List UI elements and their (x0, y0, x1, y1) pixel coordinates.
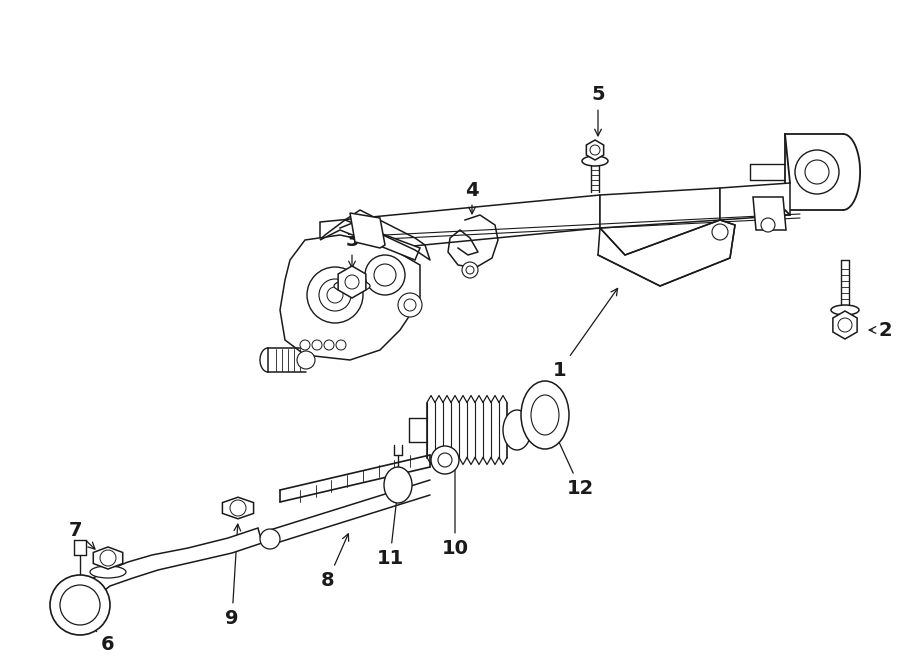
Polygon shape (720, 183, 790, 220)
Circle shape (100, 550, 116, 566)
Text: 8: 8 (321, 534, 348, 590)
Circle shape (307, 267, 363, 323)
Polygon shape (600, 188, 720, 228)
Ellipse shape (582, 156, 608, 166)
Ellipse shape (831, 305, 859, 315)
Circle shape (838, 318, 852, 332)
Circle shape (336, 340, 346, 350)
Circle shape (319, 279, 351, 311)
Circle shape (300, 340, 310, 350)
Ellipse shape (503, 410, 531, 450)
Circle shape (431, 446, 459, 474)
Text: 10: 10 (442, 452, 469, 557)
Circle shape (312, 340, 322, 350)
Circle shape (327, 287, 343, 303)
Circle shape (50, 575, 110, 635)
Circle shape (462, 262, 478, 278)
Text: 3: 3 (346, 231, 359, 268)
Circle shape (297, 351, 315, 369)
Circle shape (795, 150, 839, 194)
Polygon shape (320, 195, 600, 255)
Ellipse shape (531, 395, 559, 435)
Ellipse shape (384, 467, 412, 503)
Text: 5: 5 (591, 85, 605, 136)
Text: 9: 9 (225, 524, 240, 627)
Circle shape (590, 145, 600, 155)
Polygon shape (832, 311, 857, 339)
Ellipse shape (90, 566, 126, 578)
Circle shape (404, 299, 416, 311)
Text: 4: 4 (465, 180, 479, 214)
Circle shape (374, 264, 396, 286)
Circle shape (805, 160, 829, 184)
Circle shape (712, 224, 728, 240)
Ellipse shape (521, 381, 569, 449)
Polygon shape (753, 197, 786, 230)
Text: 6: 6 (83, 615, 115, 654)
Circle shape (60, 585, 100, 625)
Polygon shape (350, 213, 385, 248)
Polygon shape (598, 220, 735, 286)
Circle shape (466, 266, 474, 274)
Circle shape (260, 529, 280, 549)
Text: 2: 2 (869, 321, 892, 340)
Circle shape (345, 275, 359, 289)
Circle shape (438, 453, 452, 467)
Polygon shape (222, 497, 254, 519)
Polygon shape (280, 235, 420, 360)
Text: 11: 11 (376, 492, 403, 568)
Circle shape (398, 293, 422, 317)
Polygon shape (338, 266, 366, 298)
Polygon shape (94, 547, 122, 569)
Circle shape (324, 340, 334, 350)
Polygon shape (320, 220, 420, 260)
Polygon shape (86, 528, 262, 600)
Circle shape (230, 500, 246, 516)
Polygon shape (586, 140, 604, 160)
Circle shape (365, 255, 405, 295)
Ellipse shape (334, 280, 370, 292)
Text: 12: 12 (550, 422, 594, 498)
Text: 7: 7 (68, 520, 95, 549)
Circle shape (761, 218, 775, 232)
Text: 1: 1 (554, 288, 617, 379)
